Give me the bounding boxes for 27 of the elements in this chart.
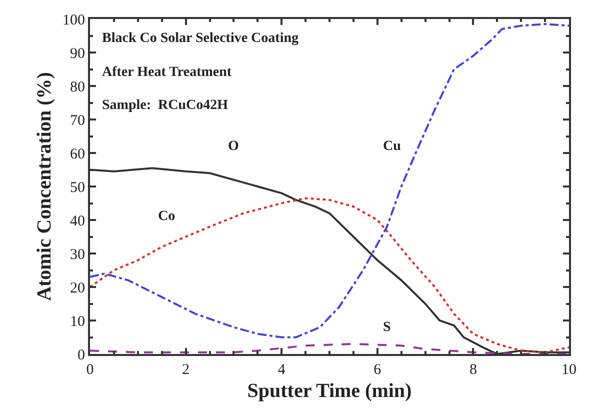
y-tick-label: 30 — [70, 246, 85, 263]
y-tick-label: 60 — [70, 146, 85, 162]
series-label: Cu — [383, 139, 402, 154]
line-series — [90, 342, 569, 354]
x-tick-label: 10 — [562, 362, 576, 378]
y-axis-title: Atomic Concentration (%) — [34, 72, 56, 301]
series-label: Co — [158, 209, 176, 224]
annotation: After Heat Treatment — [102, 65, 232, 80]
x-tick-label: 2 — [182, 362, 190, 378]
x-axis-title: Sputter Time (min) — [247, 380, 412, 402]
y-tick-label: 80 — [70, 79, 85, 96]
x-tick-label: 6 — [374, 362, 382, 378]
annotation: Sample: RCuCo42H — [102, 98, 228, 113]
y-tick-label: 20 — [70, 280, 85, 296]
y-tick-label: 10 — [70, 314, 85, 330]
y-tick-label: 0 — [78, 347, 85, 364]
y-tick-label: 100 — [62, 12, 85, 28]
y-tick-label: 40 — [70, 213, 85, 230]
y-tick-label: 90 — [70, 46, 85, 62]
y-tick-label: 50 — [70, 180, 85, 196]
series-label: S — [383, 320, 391, 335]
y-tick-label: 70 — [70, 112, 85, 129]
line-series — [90, 197, 569, 354]
annotation: Black Co Solar Selective Coating — [102, 31, 299, 46]
x-tick-label: 4 — [278, 362, 286, 378]
series-label: O — [228, 139, 239, 154]
x-tick-label: 8 — [469, 362, 477, 378]
